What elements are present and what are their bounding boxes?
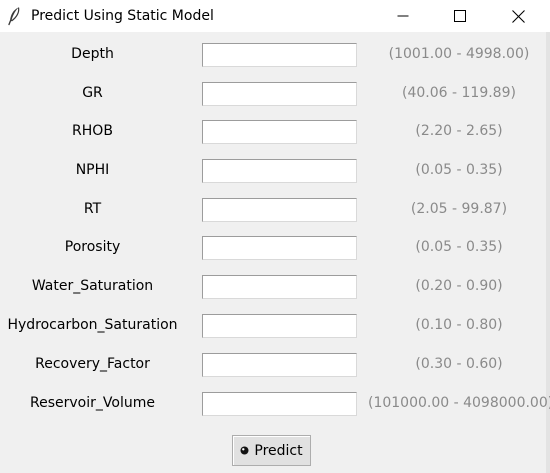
reservoir-volume-input[interactable] xyxy=(202,392,357,416)
field-row-water-saturation: Water_Saturation (0.20 - 0.90) xyxy=(0,275,550,299)
field-label: Reservoir_Volume xyxy=(30,395,155,411)
field-label: Water_Saturation xyxy=(31,278,154,294)
field-row-hydrocarbon-saturation: Hydrocarbon_Saturation (0.10 - 0.80) xyxy=(0,314,550,338)
field-label: Hydrocarbon_Saturation xyxy=(7,317,178,333)
field-row-gr: GR (40.06 - 119.89) xyxy=(0,82,550,106)
minimize-button[interactable] xyxy=(380,0,426,32)
nphi-input[interactable] xyxy=(202,159,357,183)
field-range: (101000.00 - 4098000.00) xyxy=(368,395,550,411)
field-range: (0.05 - 0.35) xyxy=(415,162,503,178)
porosity-input[interactable] xyxy=(202,236,357,260)
field-range: (0.10 - 0.80) xyxy=(415,317,503,333)
water-saturation-input[interactable] xyxy=(202,275,357,299)
field-label: Porosity xyxy=(64,239,121,255)
field-range: (0.05 - 0.35) xyxy=(415,239,503,255)
field-range: (0.20 - 0.90) xyxy=(415,278,503,294)
maximize-button[interactable] xyxy=(437,0,483,32)
field-label: RT xyxy=(83,201,102,217)
hydrocarbon-saturation-input[interactable] xyxy=(202,314,357,338)
field-label: Depth xyxy=(71,46,114,62)
minimize-icon xyxy=(397,15,409,17)
field-range: (0.30 - 0.60) xyxy=(415,356,503,372)
field-label: GR xyxy=(82,85,103,101)
field-row-reservoir-volume: Reservoir_Volume (101000.00 - 4098000.00… xyxy=(0,392,550,416)
field-row-recovery-factor: Recovery_Factor (0.30 - 0.60) xyxy=(0,353,550,377)
title-bar[interactable]: Predict Using Static Model xyxy=(0,0,550,32)
gr-input[interactable] xyxy=(202,82,357,106)
field-range: (2.20 - 2.65) xyxy=(415,123,503,139)
rhob-input[interactable] xyxy=(202,120,357,144)
rt-input[interactable] xyxy=(202,198,357,222)
field-label: Recovery_Factor xyxy=(35,356,150,372)
close-icon xyxy=(511,9,525,23)
field-row-nphi: NPHI (0.05 - 0.35) xyxy=(0,159,550,183)
field-label: RHOB xyxy=(72,123,113,139)
field-row-porosity: Porosity (0.05 - 0.35) xyxy=(0,236,550,260)
maximize-icon xyxy=(454,10,466,22)
depth-input[interactable] xyxy=(202,43,357,67)
feather-icon xyxy=(8,7,20,26)
close-button[interactable] xyxy=(495,0,541,32)
field-row-rhob: RHOB (2.20 - 2.65) xyxy=(0,120,550,144)
field-range: (40.06 - 119.89) xyxy=(402,85,516,101)
field-label: NPHI xyxy=(75,162,110,178)
bullet-icon xyxy=(240,446,249,455)
predict-button-label: Predict xyxy=(254,442,303,459)
predict-button[interactable]: Predict xyxy=(232,435,311,466)
window-title: Predict Using Static Model xyxy=(31,8,214,24)
field-range: (2.05 - 99.87) xyxy=(410,201,508,217)
recovery-factor-input[interactable] xyxy=(202,353,357,377)
window-edge xyxy=(546,32,550,473)
field-row-depth: Depth (1001.00 - 4998.00) xyxy=(0,43,550,67)
field-range: (1001.00 - 4998.00) xyxy=(388,46,530,62)
field-row-rt: RT (2.05 - 99.87) xyxy=(0,198,550,222)
